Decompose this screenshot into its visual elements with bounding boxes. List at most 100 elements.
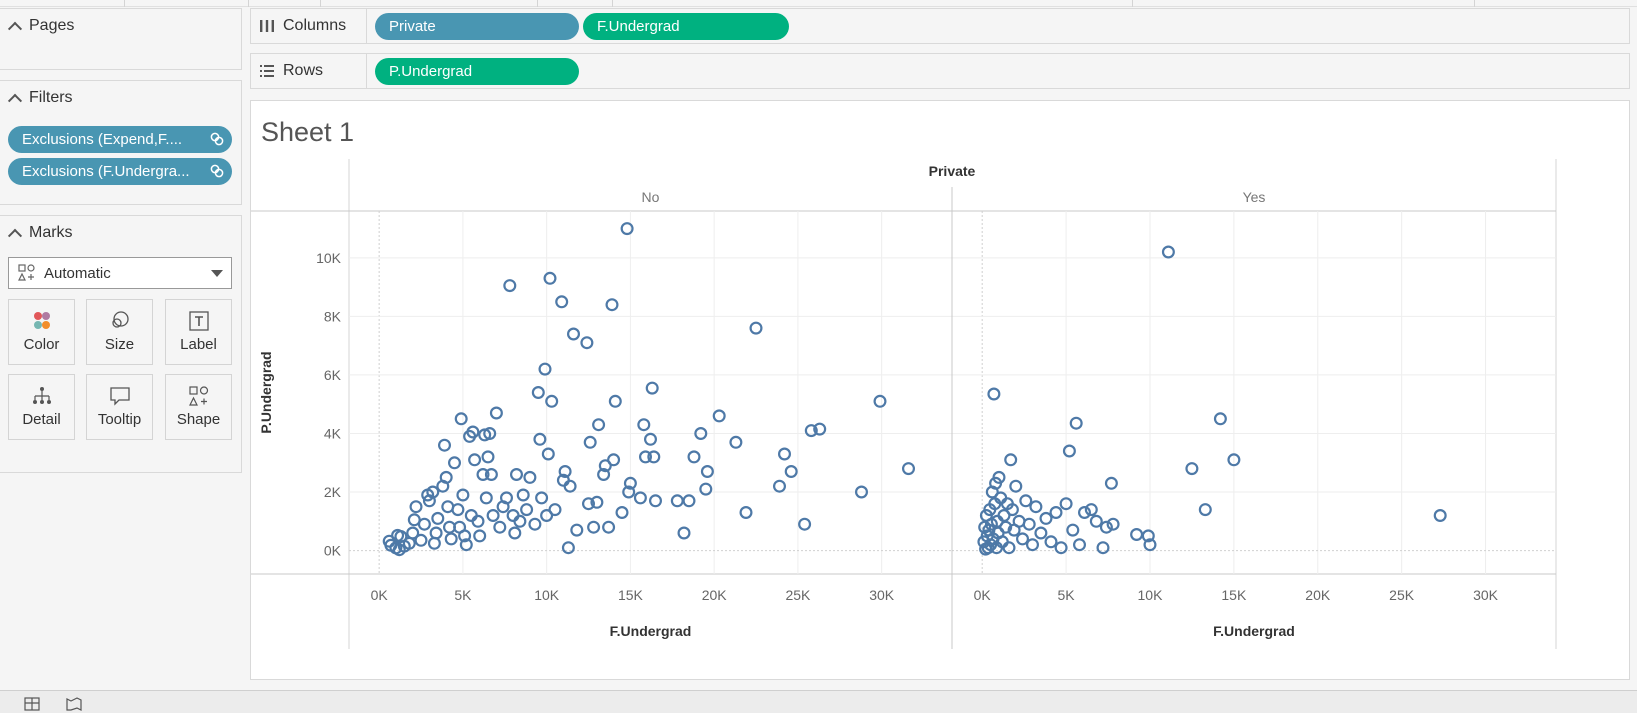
data-point[interactable] — [637, 418, 651, 432]
data-point[interactable] — [999, 520, 1013, 534]
data-point[interactable] — [729, 435, 743, 449]
data-point[interactable] — [468, 453, 482, 467]
data-point[interactable] — [540, 509, 554, 523]
data-point[interactable] — [873, 394, 887, 408]
data-point[interactable] — [438, 438, 452, 452]
data-point[interactable] — [813, 422, 827, 436]
rows-shelf[interactable]: Rows P.Undergrad — [250, 53, 1630, 89]
data-point[interactable] — [1213, 412, 1227, 426]
data-point[interactable] — [987, 387, 1001, 401]
data-point[interactable] — [1015, 532, 1029, 546]
data-point[interactable] — [804, 424, 818, 438]
data-point[interactable] — [483, 427, 497, 441]
data-point[interactable] — [1089, 514, 1103, 528]
data-point[interactable] — [1227, 453, 1241, 467]
data-point[interactable] — [454, 412, 468, 426]
data-point[interactable] — [1034, 526, 1048, 540]
data-point[interactable] — [431, 511, 445, 525]
data-point[interactable] — [649, 494, 663, 508]
marks-header[interactable]: Marks — [7, 224, 73, 243]
data-point[interactable] — [583, 435, 597, 449]
data-point[interactable] — [451, 503, 465, 517]
data-point[interactable] — [1433, 509, 1447, 523]
data-point[interactable] — [1096, 541, 1110, 555]
scatter-plot[interactable]: Private P.Undergrad 0K 2K 4K 6K 8K 10K No 0K 5K 10K… — [251, 101, 1631, 681]
data-point[interactable] — [548, 503, 562, 517]
data-point[interactable] — [479, 491, 493, 505]
data-point[interactable] — [1054, 541, 1068, 555]
data-point[interactable] — [1019, 494, 1033, 508]
data-point[interactable] — [1141, 529, 1155, 543]
data-point[interactable] — [777, 447, 791, 461]
data-point[interactable] — [1099, 520, 1113, 534]
data-point[interactable] — [644, 432, 658, 446]
data-point[interactable] — [456, 488, 470, 502]
data-point[interactable] — [541, 447, 555, 461]
data-point[interactable] — [500, 491, 514, 505]
data-point[interactable] — [1002, 541, 1016, 555]
data-point[interactable] — [414, 533, 428, 547]
data-point[interactable] — [1022, 517, 1036, 531]
data-point[interactable] — [406, 526, 420, 540]
data-point[interactable] — [533, 432, 547, 446]
data-point[interactable] — [1198, 503, 1212, 517]
data-point[interactable] — [598, 459, 612, 473]
data-point[interactable] — [476, 468, 490, 482]
data-point[interactable] — [1004, 453, 1018, 467]
detail-button[interactable]: Detail — [8, 374, 75, 440]
data-point[interactable] — [563, 479, 577, 493]
data-point[interactable] — [513, 514, 527, 528]
data-point[interactable] — [466, 425, 480, 439]
data-point[interactable] — [597, 468, 611, 482]
data-point[interactable] — [1025, 538, 1039, 552]
data-point[interactable] — [1143, 538, 1157, 552]
data-point[interactable] — [620, 222, 634, 236]
data-point[interactable] — [561, 541, 575, 555]
label-button[interactable]: Label — [165, 299, 232, 365]
data-point[interactable] — [1005, 503, 1019, 517]
data-point[interactable] — [772, 479, 786, 493]
data-point[interactable] — [493, 520, 507, 534]
data-point[interactable] — [1106, 517, 1120, 531]
data-point[interactable] — [458, 529, 472, 543]
data-point[interactable] — [555, 295, 569, 309]
filter-pill-exclusions-fundergrad[interactable]: Exclusions (F.Undergra... — [8, 158, 232, 185]
data-point[interactable] — [622, 485, 636, 499]
new-worksheet-icon[interactable] — [24, 697, 40, 711]
data-point[interactable] — [700, 465, 714, 479]
mark-type-dropdown[interactable]: Automatic — [8, 257, 232, 289]
data-point[interactable] — [749, 321, 763, 335]
data-point[interactable] — [473, 529, 487, 543]
data-point[interactable] — [481, 450, 495, 464]
data-point[interactable] — [528, 517, 542, 531]
data-point[interactable] — [1130, 528, 1144, 542]
data-point[interactable] — [1039, 511, 1053, 525]
data-point[interactable] — [545, 394, 559, 408]
data-point[interactable] — [712, 409, 726, 423]
data-point[interactable] — [590, 495, 604, 509]
data-point[interactable] — [784, 465, 798, 479]
data-point[interactable] — [570, 523, 584, 537]
data-point[interactable] — [1185, 462, 1199, 476]
data-point[interactable] — [587, 520, 601, 534]
data-point[interactable] — [535, 491, 549, 505]
data-point[interactable] — [523, 470, 537, 484]
data-point[interactable] — [444, 532, 458, 546]
data-point[interactable] — [1029, 500, 1043, 514]
pill-f-undergrad[interactable]: F.Undergrad — [583, 13, 789, 40]
data-point[interactable] — [677, 526, 691, 540]
data-point[interactable] — [605, 298, 619, 312]
columns-shelf[interactable]: Columns Private F.Undergrad — [250, 8, 1630, 44]
data-point[interactable] — [1084, 503, 1098, 517]
tooltip-button[interactable]: Tooltip — [86, 374, 153, 440]
data-point[interactable] — [439, 470, 453, 484]
data-point[interactable] — [854, 485, 868, 499]
collapse-caret-icon[interactable] — [7, 93, 23, 108]
data-point[interactable] — [582, 497, 596, 511]
data-point[interactable] — [633, 491, 647, 505]
data-point[interactable] — [1059, 497, 1073, 511]
size-button[interactable]: Size — [86, 299, 153, 365]
data-point[interactable] — [538, 362, 552, 376]
data-point[interactable] — [670, 494, 684, 508]
data-point[interactable] — [1104, 476, 1118, 490]
